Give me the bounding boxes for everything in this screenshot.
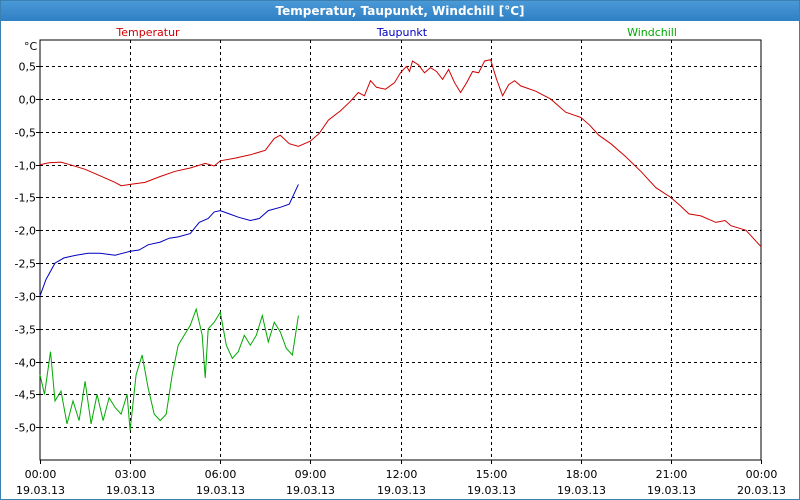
window-title: Temperatur, Taupunkt, Windchill [°C] [1,1,799,21]
y-tick-label: -1,5 [15,192,36,205]
x-tick-time: 06:00 [205,468,237,481]
x-tick-date: 19.03.13 [196,484,245,497]
y-tick-label: -4,5 [15,389,36,402]
series-line-temperatur [39,59,762,248]
y-axis: 0,5 0,0 -0,5 -1,0 -1,5 -2,0 -2,5 -3,0 -3,5 -4,0 -4… [15,61,40,435]
x-tick-time: 12:00 [386,468,418,481]
plot-frame [39,39,762,461]
series-line-taupunkt [39,184,299,297]
x-tick-date: 20.03.13 [737,484,786,497]
x-tick-time: 00:00 [25,468,57,481]
y-tick-label: -1,0 [15,160,36,173]
series-lines [39,59,762,431]
legend-windchill: Windchill [627,26,677,39]
y-axis-unit: °C [24,40,38,53]
x-tick-time: 00:00 [746,468,778,481]
series-legend: Temperatur Taupunkt Windchill [115,26,677,39]
x-tick-time: 15:00 [476,468,508,481]
y-tick-label: 0,0 [19,94,37,107]
y-tick-label: -5,0 [15,422,36,435]
x-tick-date: 19.03.13 [16,484,65,497]
x-tick-date: 19.03.13 [286,484,335,497]
x-tick-date: 19.03.13 [647,484,696,497]
y-tick-label: -4,0 [15,357,36,370]
legend-temperatur: Temperatur [115,26,180,39]
x-axis: 00:00 19.03.13 03:00 19.03.13 06:00 19.03.13 0… [16,460,786,497]
x-tick-date: 19.03.13 [377,484,426,497]
y-tick-label: -2,5 [15,258,36,271]
x-tick-time: 18:00 [566,468,598,481]
y-tick-label: -2,0 [15,225,36,238]
x-tick-time: 09:00 [295,468,327,481]
x-tick-date: 19.03.13 [467,484,516,497]
x-tick-date: 19.03.13 [106,484,155,497]
y-tick-label: -0,5 [15,127,36,140]
x-tick-date: 19.03.13 [557,484,606,497]
legend-taupunkt: Taupunkt [376,26,428,39]
y-tick-label: -3,5 [15,324,36,337]
x-tick-time: 21:00 [656,468,688,481]
y-tick-label: -3,0 [15,291,36,304]
grid-lines [40,40,761,460]
y-tick-label: 0,5 [19,61,37,74]
x-tick-time: 03:00 [115,468,147,481]
series-line-windchill [39,307,299,431]
